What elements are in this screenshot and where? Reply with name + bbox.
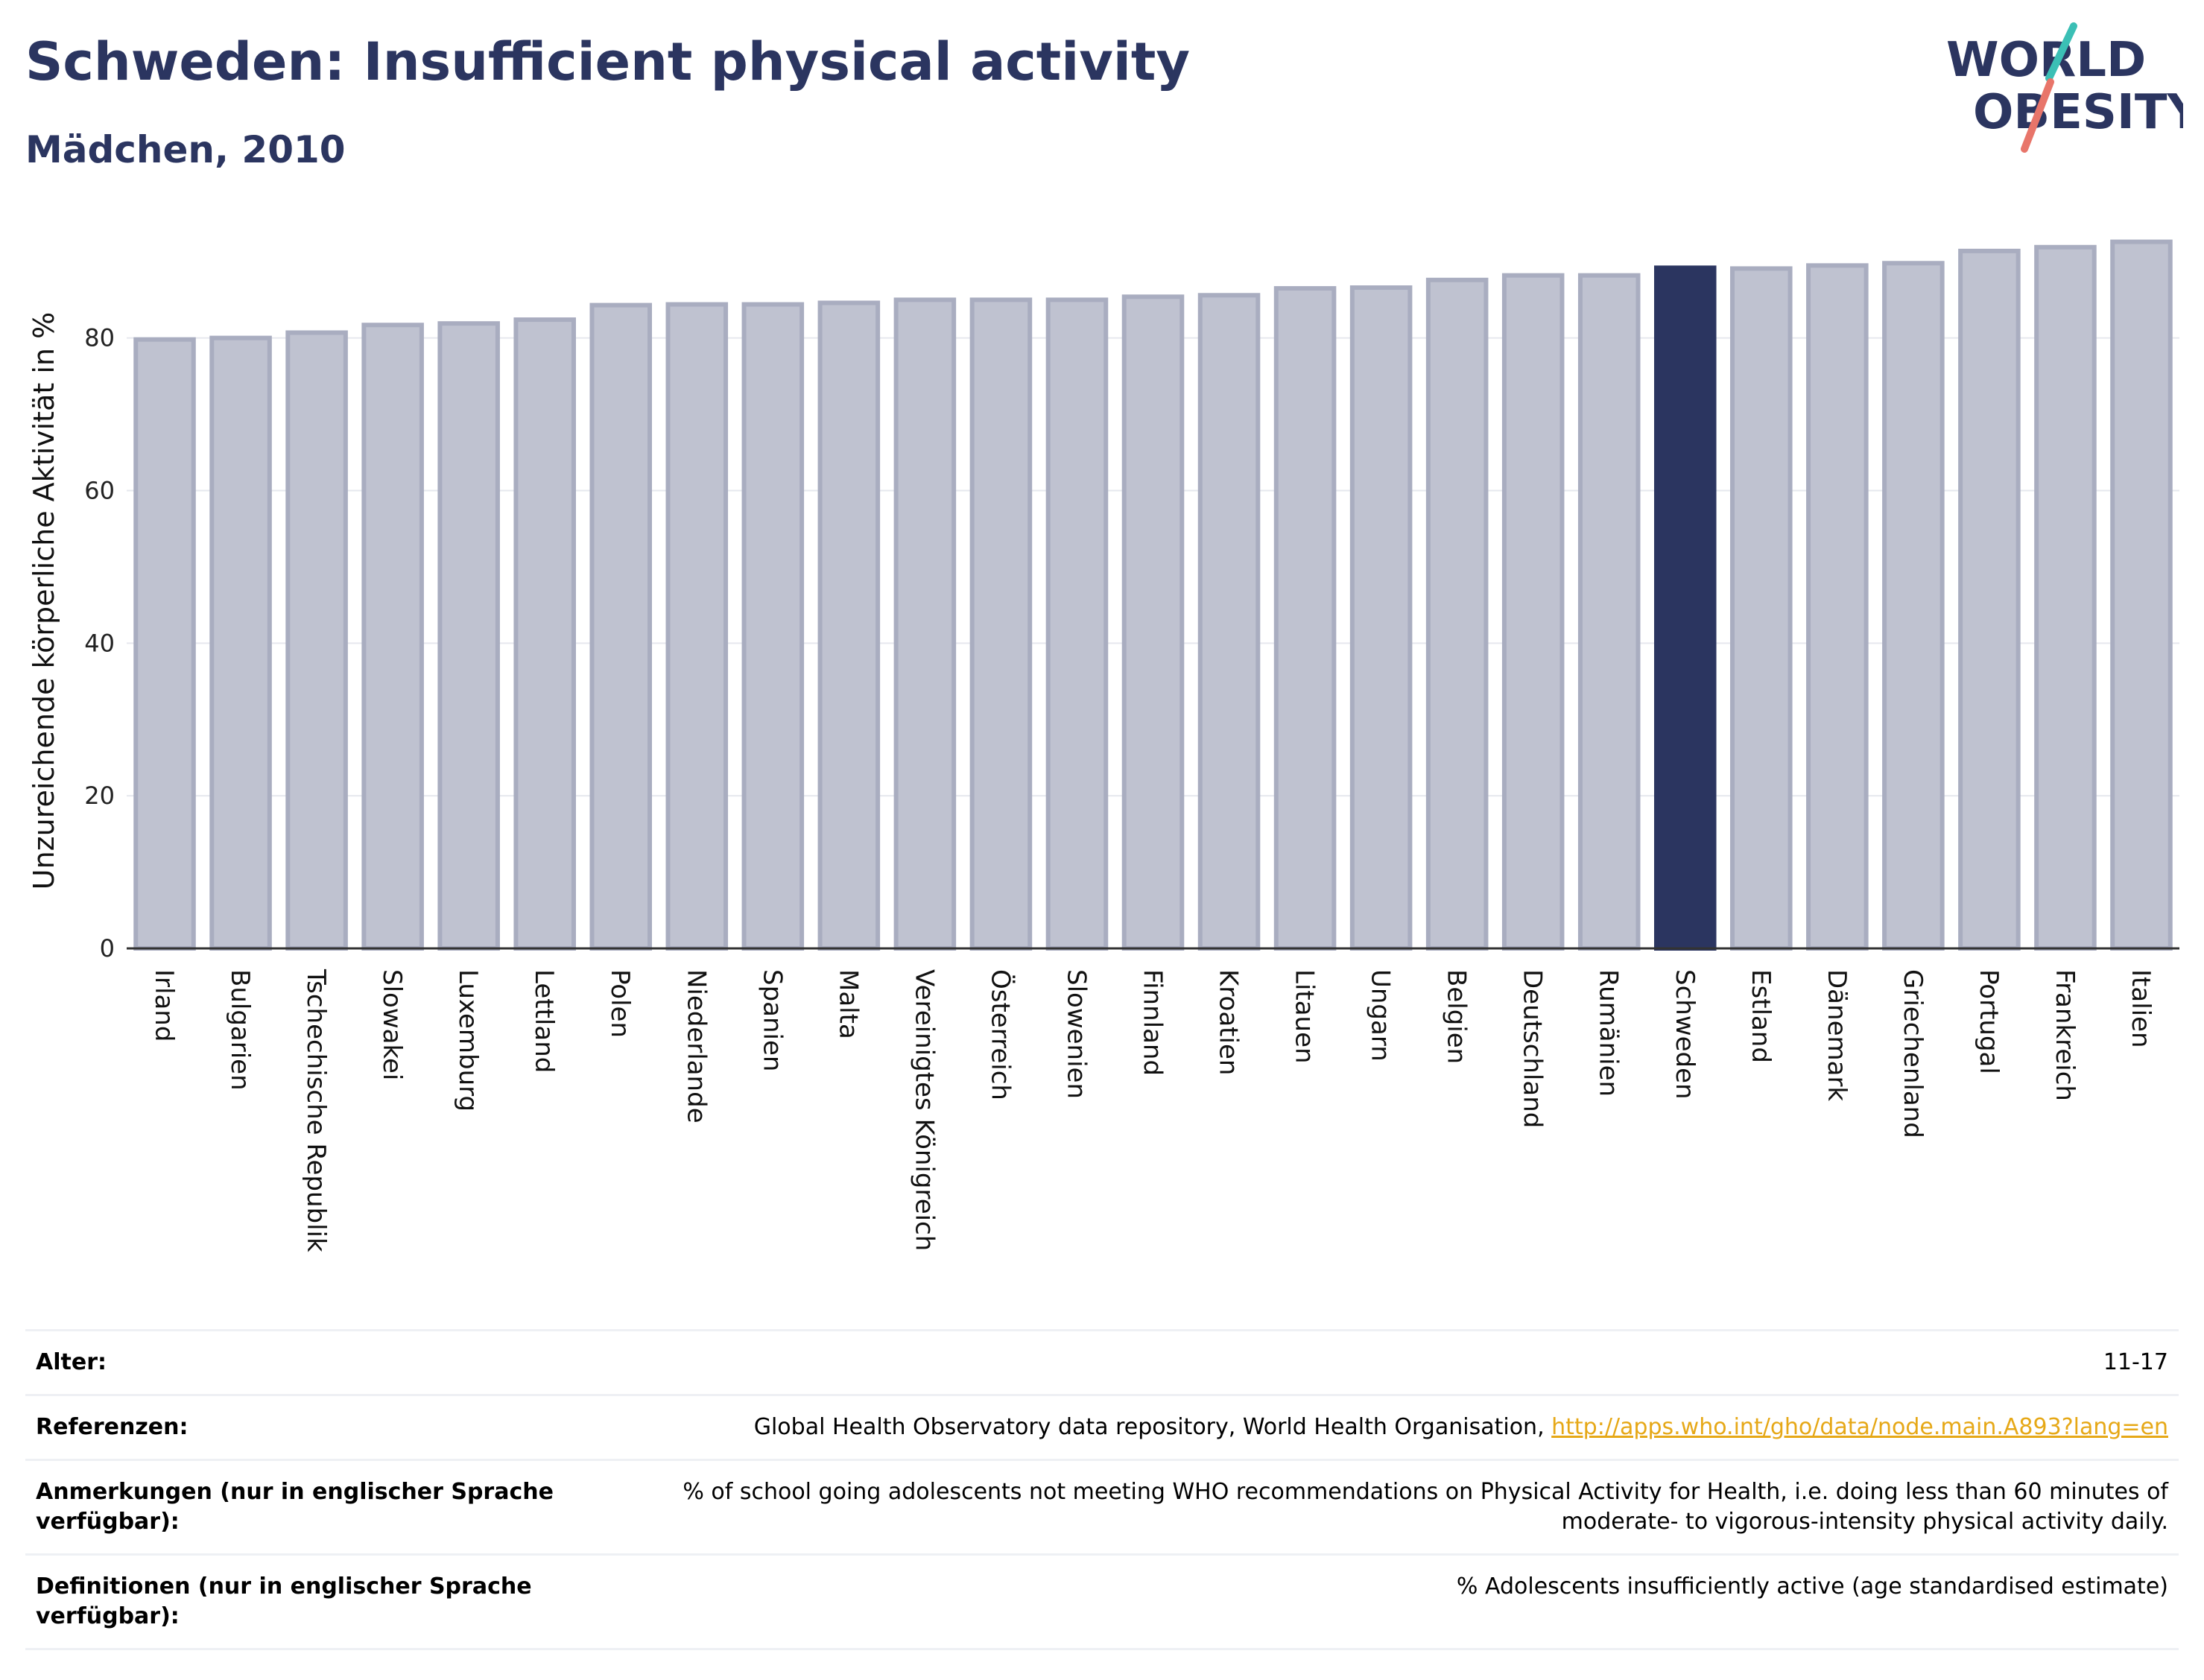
bar-10 (817, 300, 881, 951)
references-label: Referenzen: (36, 1414, 189, 1440)
references-value: Global Health Observatory data repositor… (572, 1413, 2168, 1442)
y-tick-label-60: 60 (84, 476, 115, 504)
world-obesity-logo: WORLD OBESITY (1946, 22, 2183, 153)
x-tick-label-22: Estland (1746, 969, 1776, 1063)
logo-line-obesity: OBESITY (1973, 85, 2183, 140)
references-link[interactable]: http://apps.who.int/gho/data/node.main.A… (1551, 1414, 2168, 1440)
x-tick-label-8: Niederlande (681, 969, 711, 1123)
logo-slash-coral (2021, 78, 2054, 153)
bar-22 (1730, 266, 1793, 951)
x-tick-label-16: Litauen (1290, 969, 1320, 1064)
y-tick-label-40: 40 (84, 629, 115, 657)
y-tick-label-0: 0 (100, 934, 115, 963)
y-tick-label-80: 80 (84, 324, 115, 352)
bar-4 (361, 323, 424, 951)
bar-2 (209, 335, 272, 951)
bar-9 (741, 302, 805, 951)
info-table: Alter: 11-17 Referenzen: Global Health O… (25, 1329, 2179, 1650)
x-tick-label-1: Irland (149, 969, 179, 1042)
x-tick-label-19: Deutschland (1518, 969, 1548, 1128)
bar-25 (1958, 248, 2021, 951)
x-tick-label-10: Malta (833, 969, 863, 1039)
bar-6 (513, 317, 576, 951)
x-tick-label-2: Bulgarien (225, 969, 255, 1091)
x-tick-label-3: Tschechische Republik (301, 969, 331, 1252)
info-row-notes: Anmerkungen (nur in englischer Sprache v… (25, 1459, 2179, 1553)
age-value: 11-17 (2103, 1349, 2168, 1375)
bar-26 (2034, 244, 2097, 951)
x-tick-label-11: Vereinigtes Königreich (909, 969, 939, 1251)
x-tick-label-9: Spanien (757, 969, 787, 1071)
info-row-definitions: Definitionen (nur in englischer Sprache … (25, 1553, 2179, 1650)
x-tick-label-7: Polen (605, 969, 635, 1038)
bar-27 (2110, 239, 2173, 951)
notes-label: Anmerkungen (nur in englischer Sprache v… (36, 1479, 554, 1535)
bar-24 (1882, 261, 1945, 951)
bar-chart: 0 20 40 60 80 Unzureichende körperliche Aktiv… (28, 239, 2179, 1252)
x-tick-label-27: Italien (2126, 969, 2156, 1048)
bar-7 (589, 302, 653, 951)
chart-title: Schweden: Insufficient physical activity (25, 31, 1190, 92)
definitions-label: Definitionen (nur in englischer Sprache … (36, 1573, 532, 1629)
chart-subtitle: Mädchen, 2010 (25, 128, 346, 171)
bar-11 (893, 297, 957, 951)
bar-13 (1045, 297, 1109, 951)
x-tick-label-13: Slowenien (1061, 969, 1091, 1099)
info-row-references: Referenzen: Global Health Observatory da… (25, 1394, 2179, 1459)
x-tick-label-23: Dänemark (1822, 969, 1852, 1101)
bar-8 (665, 302, 729, 951)
y-tick-label-20: 20 (84, 782, 115, 810)
x-tick-label-4: Slowakei (377, 969, 407, 1080)
bar-1 (133, 337, 196, 951)
x-tick-label-15: Kroatien (1214, 969, 1244, 1075)
bar-17 (1349, 285, 1413, 951)
x-tick-label-12: Österreich (985, 969, 1016, 1100)
bar-15 (1197, 293, 1261, 951)
bar-12 (969, 297, 1033, 951)
references-text: Global Health Observatory data repositor… (753, 1414, 1552, 1440)
x-tick-label-21: Schweden (1670, 969, 1700, 1100)
y-axis-label: Unzureichende körperliche Aktivität in % (28, 312, 60, 890)
x-tick-label-14: Finnland (1138, 969, 1168, 1076)
bar-20 (1577, 273, 1641, 951)
x-tick-label-25: Portugal (1974, 969, 2004, 1074)
notes-value: % of school going adolescents not meetin… (683, 1479, 2168, 1535)
bar-19 (1501, 273, 1565, 951)
bar-16 (1273, 286, 1337, 951)
bar-23 (1806, 263, 1869, 951)
bar-21 (1653, 265, 1717, 951)
x-tick-label-26: Frankreich (2050, 969, 2080, 1101)
definitions-value: % Adolescents insufficiently active (age… (1456, 1573, 2168, 1600)
age-label: Alter: (36, 1349, 107, 1375)
bar-5 (437, 321, 500, 951)
logo-slash-teal (2045, 22, 2077, 82)
bar-3 (285, 330, 348, 951)
info-row-age: Alter: 11-17 (25, 1329, 2179, 1394)
x-tick-label-24: Griechenland (1898, 969, 1928, 1138)
x-tick-label-18: Belgien (1442, 969, 1472, 1064)
x-tick-label-6: Lettland (529, 969, 559, 1073)
x-tick-label-5: Luxemburg (453, 969, 483, 1112)
x-tick-label-17: Ungarn (1366, 969, 1396, 1062)
bar-18 (1425, 277, 1489, 951)
bar-14 (1121, 294, 1185, 951)
x-tick-label-20: Rumänien (1594, 969, 1624, 1097)
